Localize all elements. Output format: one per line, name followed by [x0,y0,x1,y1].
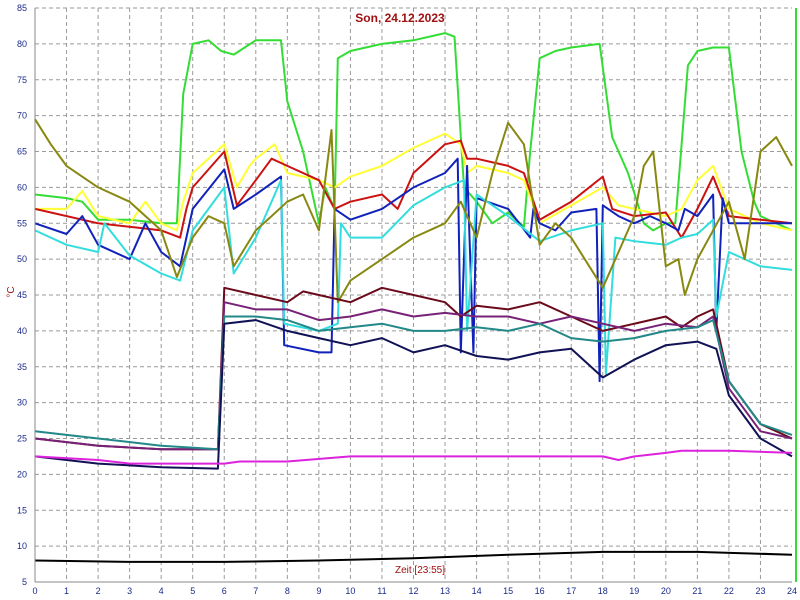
series-lines [34,32,793,563]
x-tick-label: 6 [222,586,227,596]
x-tick-label: 8 [285,586,290,596]
y-tick-label: 75 [17,75,27,85]
y-tick-label: 35 [17,362,27,372]
y-tick-label: 70 [17,111,27,121]
y-tick-label: 60 [17,182,27,192]
y-tick-label: 45 [17,290,27,300]
y-tick-label: 25 [17,434,27,444]
x-tick-label: 11 [377,586,386,596]
x-tick-label: 23 [755,586,765,596]
y-tick-label: 65 [17,147,27,157]
x-tick-label: 22 [724,586,734,596]
x-tick-label: 4 [159,586,164,596]
chart-title: Son, 24.12.2023 [355,11,445,25]
x-tick-label: 3 [127,586,132,596]
series-line-7 [34,286,793,451]
x-tick-label: 21 [692,586,702,596]
y-tick-label: 5 [22,577,27,587]
x-tick-label: 18 [598,586,608,596]
x-tick-label: 1 [64,586,69,596]
x-tick-label: 10 [345,586,355,596]
x-tick-label: 20 [661,586,671,596]
x-tick-label: 5 [190,586,195,596]
y-tick-label: 85 [17,3,27,13]
series-line-3 [34,139,793,239]
series-line-6 [34,118,793,304]
x-tick-label: 15 [503,586,513,596]
series-line-10 [34,319,793,470]
y-tick-label: 20 [17,469,27,479]
axes [34,8,797,583]
tick-labels: 0 1 2 3 4 5 6 7 8 9 10 11 12 13 14 15 16 17 18 19 20 21 22 23 24… [17,3,797,596]
series-line-5 [34,179,793,375]
y-tick-label: 15 [17,505,27,515]
y-tick-label: 55 [17,218,27,228]
x-tick-label: 24 [787,586,797,596]
x-tick-label: 0 [32,586,37,596]
y-tick-label: 10 [17,541,27,551]
x-tick-label: 19 [629,586,639,596]
x-tick-label: 7 [253,586,258,596]
y-tick-label: 40 [17,326,27,336]
y-tick-label: 80 [17,39,27,49]
x-tick-label: 12 [408,586,418,596]
y-tick-label: 50 [17,254,27,264]
x-tick-label: 2 [96,586,101,596]
x-tick-label: 13 [440,586,450,596]
x-axis-label: Zeit [23:55] [395,565,445,576]
y-tick-label: 30 [17,398,27,408]
x-tick-label: 17 [566,586,576,596]
x-tick-label: 14 [472,586,482,596]
x-tick-label: 9 [316,586,321,596]
y-axis-label: °C [6,286,17,297]
series-line-11 [34,449,793,465]
x-tick-label: 16 [535,586,545,596]
series-line-4 [34,157,792,383]
series-line-12 [34,550,793,563]
